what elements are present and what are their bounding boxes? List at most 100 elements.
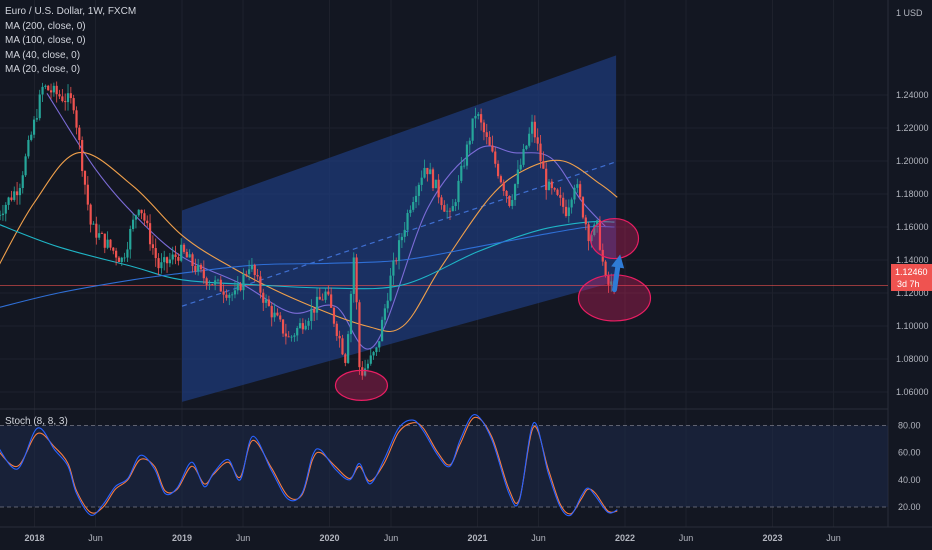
time-tick-label: 2019 <box>172 533 192 543</box>
candle <box>380 316 384 342</box>
stoch-d-line <box>0 416 618 515</box>
candle <box>480 108 483 131</box>
candle <box>443 200 446 212</box>
price-tag-value: 1.12460 <box>895 267 928 277</box>
candle <box>38 89 41 121</box>
candle <box>222 284 225 304</box>
candle <box>214 275 217 291</box>
stoch-band-fill <box>0 425 888 507</box>
candle <box>245 270 248 278</box>
stochastic-pane <box>0 414 888 517</box>
candle <box>131 213 135 232</box>
candle <box>298 318 302 329</box>
candle <box>262 288 265 312</box>
legend-ma200[interactable]: MA (200, close, 0) <box>5 20 86 32</box>
candle <box>191 252 194 273</box>
candle <box>400 233 403 248</box>
candle <box>378 341 381 352</box>
legend-ma100[interactable]: MA (100, close, 0) <box>5 35 86 46</box>
candle <box>491 135 494 153</box>
stoch-label[interactable]: Stoch (8, 8, 3) <box>5 416 68 427</box>
candle <box>117 255 121 262</box>
candle <box>55 81 58 103</box>
candle <box>95 216 98 245</box>
candle <box>587 222 590 251</box>
candle <box>15 182 19 205</box>
candle <box>454 198 457 212</box>
candle <box>120 256 123 266</box>
ellipse-target[interactable] <box>589 217 640 260</box>
candle <box>66 84 70 111</box>
candle <box>160 253 163 274</box>
ma100-line <box>0 220 615 290</box>
ellipse-2020-low[interactable] <box>334 369 389 401</box>
candle <box>409 205 412 217</box>
candle <box>228 292 231 306</box>
legend-ma40[interactable]: MA (40, close, 0) <box>5 49 81 61</box>
candle <box>171 246 174 265</box>
candle <box>10 190 13 202</box>
candle <box>256 268 259 280</box>
candle <box>30 131 33 142</box>
candle <box>225 289 228 301</box>
candle <box>21 171 24 194</box>
candle <box>474 107 477 129</box>
candle <box>364 359 367 377</box>
candle <box>465 141 469 170</box>
candle <box>18 183 22 205</box>
candle <box>41 82 44 102</box>
candle <box>392 252 395 285</box>
candle <box>264 294 268 309</box>
candle <box>468 137 471 154</box>
candle <box>502 179 505 196</box>
arrow-shaft[interactable] <box>611 261 621 293</box>
candle <box>516 160 519 189</box>
candle <box>86 176 89 211</box>
candle <box>477 112 480 120</box>
candle <box>106 231 109 250</box>
candle <box>239 281 242 292</box>
candle <box>47 84 50 91</box>
time-tick-label: Jun <box>531 533 546 543</box>
candle <box>581 195 585 220</box>
candle <box>559 186 562 206</box>
candle <box>0 210 2 221</box>
ma200-line <box>0 225 615 308</box>
candle <box>250 257 254 273</box>
candle <box>27 135 30 159</box>
candle <box>92 221 95 225</box>
candle <box>134 214 138 229</box>
candle <box>440 194 443 210</box>
candle <box>4 202 7 222</box>
axis-unit: 1 USD <box>896 8 923 18</box>
time-tick-label: Jun <box>88 533 103 543</box>
candle <box>423 159 426 179</box>
candle <box>463 159 466 169</box>
candle <box>194 258 197 275</box>
candle <box>344 352 347 367</box>
legend-title[interactable]: Euro / U.S. Dollar, 1W, FXCM <box>5 6 137 17</box>
candle <box>233 280 237 299</box>
candle <box>154 238 157 267</box>
candle <box>567 199 570 223</box>
candle <box>556 188 559 197</box>
candle <box>553 187 556 192</box>
candle <box>197 258 200 276</box>
candle <box>151 235 154 255</box>
candle <box>103 233 106 254</box>
candle <box>112 247 115 255</box>
candle <box>550 178 553 195</box>
candle <box>89 203 92 233</box>
candle <box>352 252 355 303</box>
candle <box>182 243 186 254</box>
candle <box>542 151 545 169</box>
candle <box>123 252 126 262</box>
legend-ma20[interactable]: MA (20, close, 0) <box>5 64 81 75</box>
candle <box>69 86 72 104</box>
candle <box>202 260 205 284</box>
candle <box>570 197 573 214</box>
stoch-tick-label: 60.00 <box>898 448 921 458</box>
time-tick-label: 2018 <box>24 533 44 543</box>
candle <box>52 82 55 97</box>
